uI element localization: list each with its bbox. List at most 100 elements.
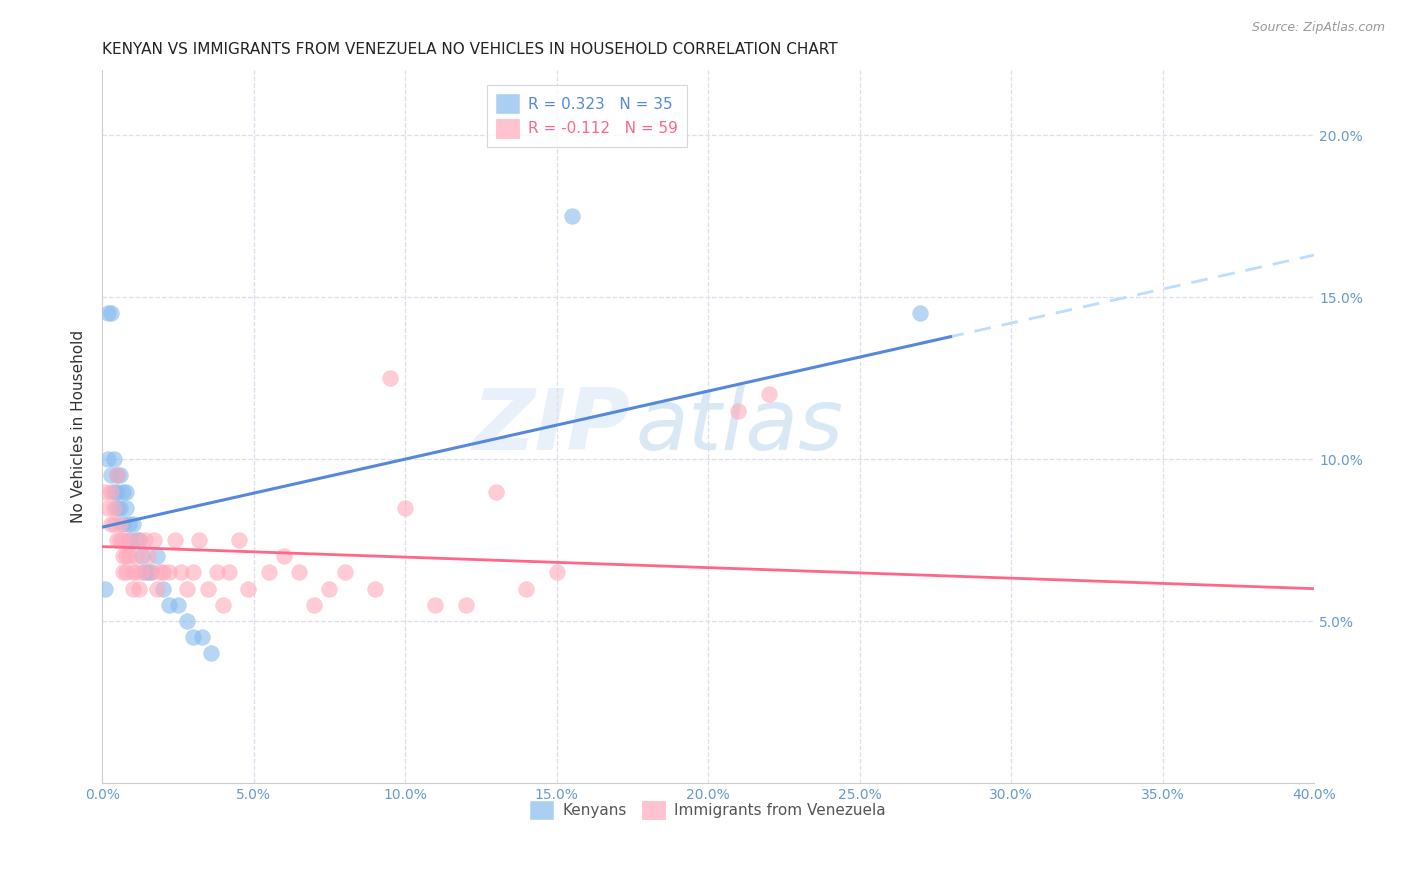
Point — [115, 500, 138, 515]
Point — [149, 566, 172, 580]
Point — [727, 403, 749, 417]
Point — [103, 500, 125, 515]
Text: Source: ZipAtlas.com: Source: ZipAtlas.com — [1251, 21, 1385, 34]
Point — [515, 582, 537, 596]
Point — [124, 533, 146, 547]
Point — [134, 566, 156, 580]
Point — [167, 598, 190, 612]
Point — [105, 500, 128, 515]
Point — [115, 566, 138, 580]
Point — [170, 566, 193, 580]
Point — [364, 582, 387, 596]
Text: KENYAN VS IMMIGRANTS FROM VENEZUELA NO VEHICLES IN HOUSEHOLD CORRELATION CHART: KENYAN VS IMMIGRANTS FROM VENEZUELA NO V… — [103, 42, 838, 57]
Point — [378, 371, 401, 385]
Point — [110, 533, 132, 547]
Point — [288, 566, 311, 580]
Point — [188, 533, 211, 547]
Point — [485, 484, 508, 499]
Point — [131, 566, 153, 580]
Point — [758, 387, 780, 401]
Point — [112, 516, 135, 531]
Point — [97, 306, 120, 320]
Point — [152, 582, 174, 596]
Text: atlas: atlas — [636, 385, 844, 468]
Point — [157, 566, 180, 580]
Point — [94, 484, 117, 499]
Point — [105, 468, 128, 483]
Point — [112, 533, 135, 547]
Point — [181, 630, 204, 644]
Point — [128, 533, 150, 547]
Y-axis label: No Vehicles in Household: No Vehicles in Household — [72, 330, 86, 524]
Point — [910, 306, 932, 320]
Point — [139, 566, 162, 580]
Point — [318, 582, 340, 596]
Point — [97, 452, 120, 467]
Text: ZIP: ZIP — [472, 385, 630, 468]
Point — [228, 533, 250, 547]
Point — [115, 549, 138, 564]
Point — [118, 533, 141, 547]
Point — [561, 209, 583, 223]
Legend: Kenyans, Immigrants from Venezuela: Kenyans, Immigrants from Venezuela — [524, 795, 891, 825]
Point — [94, 582, 117, 596]
Point — [333, 566, 356, 580]
Point — [181, 566, 204, 580]
Point — [191, 630, 214, 644]
Point — [121, 582, 143, 596]
Point — [152, 566, 174, 580]
Point — [145, 549, 167, 564]
Point — [118, 533, 141, 547]
Point — [304, 598, 326, 612]
Point — [103, 516, 125, 531]
Point — [176, 614, 198, 628]
Point — [142, 533, 165, 547]
Point — [103, 484, 125, 499]
Point — [207, 566, 229, 580]
Point — [257, 566, 280, 580]
Point — [136, 566, 159, 580]
Point — [110, 500, 132, 515]
Point — [100, 484, 122, 499]
Point — [454, 598, 477, 612]
Point — [100, 468, 122, 483]
Point — [100, 306, 122, 320]
Point — [176, 582, 198, 596]
Point — [218, 566, 240, 580]
Point — [118, 549, 141, 564]
Point — [128, 533, 150, 547]
Point — [112, 484, 135, 499]
Point — [118, 516, 141, 531]
Point — [115, 484, 138, 499]
Point — [197, 582, 219, 596]
Point — [200, 647, 222, 661]
Point — [131, 549, 153, 564]
Point — [105, 484, 128, 499]
Point — [273, 549, 295, 564]
Point — [546, 566, 568, 580]
Point — [236, 582, 259, 596]
Point — [112, 566, 135, 580]
Point — [100, 516, 122, 531]
Point — [134, 533, 156, 547]
Point — [163, 533, 186, 547]
Point — [110, 516, 132, 531]
Point — [121, 516, 143, 531]
Point — [145, 582, 167, 596]
Point — [121, 566, 143, 580]
Point — [124, 566, 146, 580]
Point — [105, 468, 128, 483]
Point — [425, 598, 447, 612]
Point — [110, 468, 132, 483]
Point — [212, 598, 235, 612]
Point — [128, 582, 150, 596]
Point — [136, 549, 159, 564]
Point — [124, 549, 146, 564]
Point — [394, 500, 416, 515]
Point — [97, 500, 120, 515]
Point — [103, 452, 125, 467]
Point — [112, 549, 135, 564]
Point — [139, 566, 162, 580]
Point — [157, 598, 180, 612]
Point — [105, 533, 128, 547]
